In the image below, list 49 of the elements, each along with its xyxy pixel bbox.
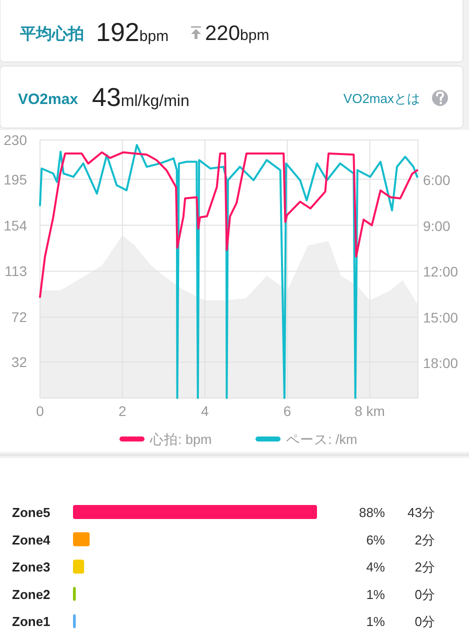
text: 192 [96,17,140,47]
text: 43分 [408,505,435,520]
line-series [39,151,418,298]
text: bpm [139,28,169,45]
text: 0分 [414,586,435,602]
y2-tick-label: 6:00 [423,172,450,188]
text: 平均心拍 [19,24,84,43]
text: VO2max [18,91,79,108]
bar [73,560,84,574]
y2-tick-label: 9:00 [423,218,450,234]
y-tick-label: 230 [4,132,28,148]
y-tick-label: 72 [11,309,28,326]
y-tick-label: 113 [4,263,28,280]
y-tick-label: Zone2 [12,586,50,602]
x-tick-label: 4 [200,403,209,419]
data-label: 1% [366,614,386,630]
y2-tick-label: 12:00 [423,264,458,280]
y-tick-label: Zone5 [12,505,50,520]
x-tick-label: 8 km [354,403,385,419]
data-label: 88% [358,505,386,520]
text: 2分 [414,560,435,575]
data-label: 4% [366,560,386,575]
bar [73,505,317,519]
text: 0分 [414,614,435,630]
data-label: 1% [366,586,386,602]
x-tick-label: 6 [283,403,292,419]
text: 220 [205,22,240,45]
y2-tick-label: 18:00 [423,354,458,371]
bar [73,586,76,601]
y-tick-label: Zone4 [12,532,52,548]
y-tick-label: 32 [11,354,28,370]
bar [73,532,90,546]
text: 43 [92,82,121,112]
y-tick-label: Zone1 [12,614,50,630]
text: bpm [240,27,270,44]
y-tick-label: 195 [4,171,28,188]
line-series [39,144,418,399]
text: ml/kg/min [120,93,190,110]
text: VO2maxとは [343,91,420,106]
x-tick-label: 0 [36,403,44,419]
y-tick-label: Zone3 [12,560,50,575]
text: 2分 [414,532,435,548]
y-tick-label: 154 [4,217,28,234]
x-tick-label: 2 [118,403,127,419]
legend-label: ペース: /km [286,432,358,447]
legend-label: 心拍: bpm [149,432,212,447]
bar [73,614,76,628]
y2-tick-label: 15:00 [423,309,458,326]
data-label: 6% [366,532,386,548]
